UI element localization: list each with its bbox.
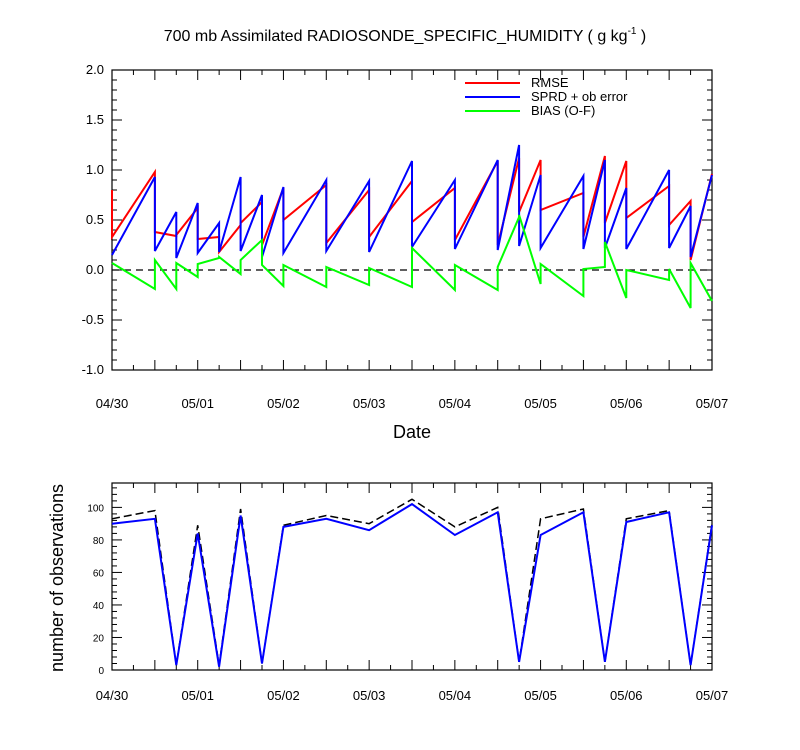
bottom-y-tick-label: 100 [87, 503, 104, 514]
top-x-tick-label: 05/07 [696, 396, 729, 411]
bottom-x-tick-label: 05/04 [439, 688, 472, 703]
legend-label-3: BIAS (O-F) [531, 103, 595, 118]
top-x-tick-label: 05/04 [439, 396, 472, 411]
top-x-tick-label: 05/05 [524, 396, 557, 411]
bottom-x-tick-label: 04/30 [96, 688, 129, 703]
top-x-tick-label: 05/06 [610, 396, 643, 411]
bottom-x-tick-label: 05/06 [610, 688, 643, 703]
bottom-plot-frame [111, 482, 713, 671]
top-y-tick-label: -1.0 [82, 362, 104, 377]
top-y-tick-label: 1.0 [86, 162, 104, 177]
bottom-x-tick-label: 05/07 [696, 688, 729, 703]
bottom-y-tick-label: 80 [93, 536, 105, 547]
top-series-bias-o-f [111, 214, 713, 309]
top-x-tick-label: 05/02 [267, 396, 300, 411]
legend-label-2: SPRD + ob error [531, 89, 628, 104]
top-plot-area: 04/30 05/01 05/02 05/03 05/04 05/05 05/06 05/07… [82, 62, 729, 411]
bottom-x-tick-label: 05/03 [353, 688, 386, 703]
top-y-tick-label: 2.0 [86, 62, 104, 77]
bottom-y-tick-label: 60 [93, 568, 105, 579]
top-y-tick-label: 1.5 [86, 112, 104, 127]
bottom-series-possible-observations [111, 498, 713, 666]
bottom-plot-area: 04/30 05/01 05/02 05/03 05/04 05/05 05/06 05/07… [87, 482, 729, 703]
top-x-tick-label: 04/30 [96, 396, 129, 411]
x-axis-title: Date [393, 422, 431, 442]
chart-title: 700 mb Assimilated RADIOSONDE_SPECIFIC_H… [164, 26, 647, 45]
bottom-y-tick-label: 0 [98, 666, 104, 677]
top-x-tick-label: 05/01 [181, 396, 214, 411]
top-y-tick-label: 0.5 [86, 212, 104, 227]
bottom-x-tick-label: 05/01 [181, 688, 214, 703]
top-y-tick-label: 0.0 [86, 262, 104, 277]
bottom-x-tick-label: 05/02 [267, 688, 300, 703]
bottom-x-tick-label: 05/05 [524, 688, 557, 703]
top-x-tick-label: 05/03 [353, 396, 386, 411]
legend-label-1: RMSE [531, 75, 569, 90]
bottom-series-used-observations [111, 502, 713, 667]
top-y-tick-label: -0.5 [82, 312, 104, 327]
bottom-y-tick-label: 40 [93, 601, 105, 612]
top-series-sprd-ob-error [111, 144, 713, 259]
bottom-y-tick-label: 20 [93, 633, 105, 644]
y-axis-title-observations: number of observations [47, 484, 67, 672]
